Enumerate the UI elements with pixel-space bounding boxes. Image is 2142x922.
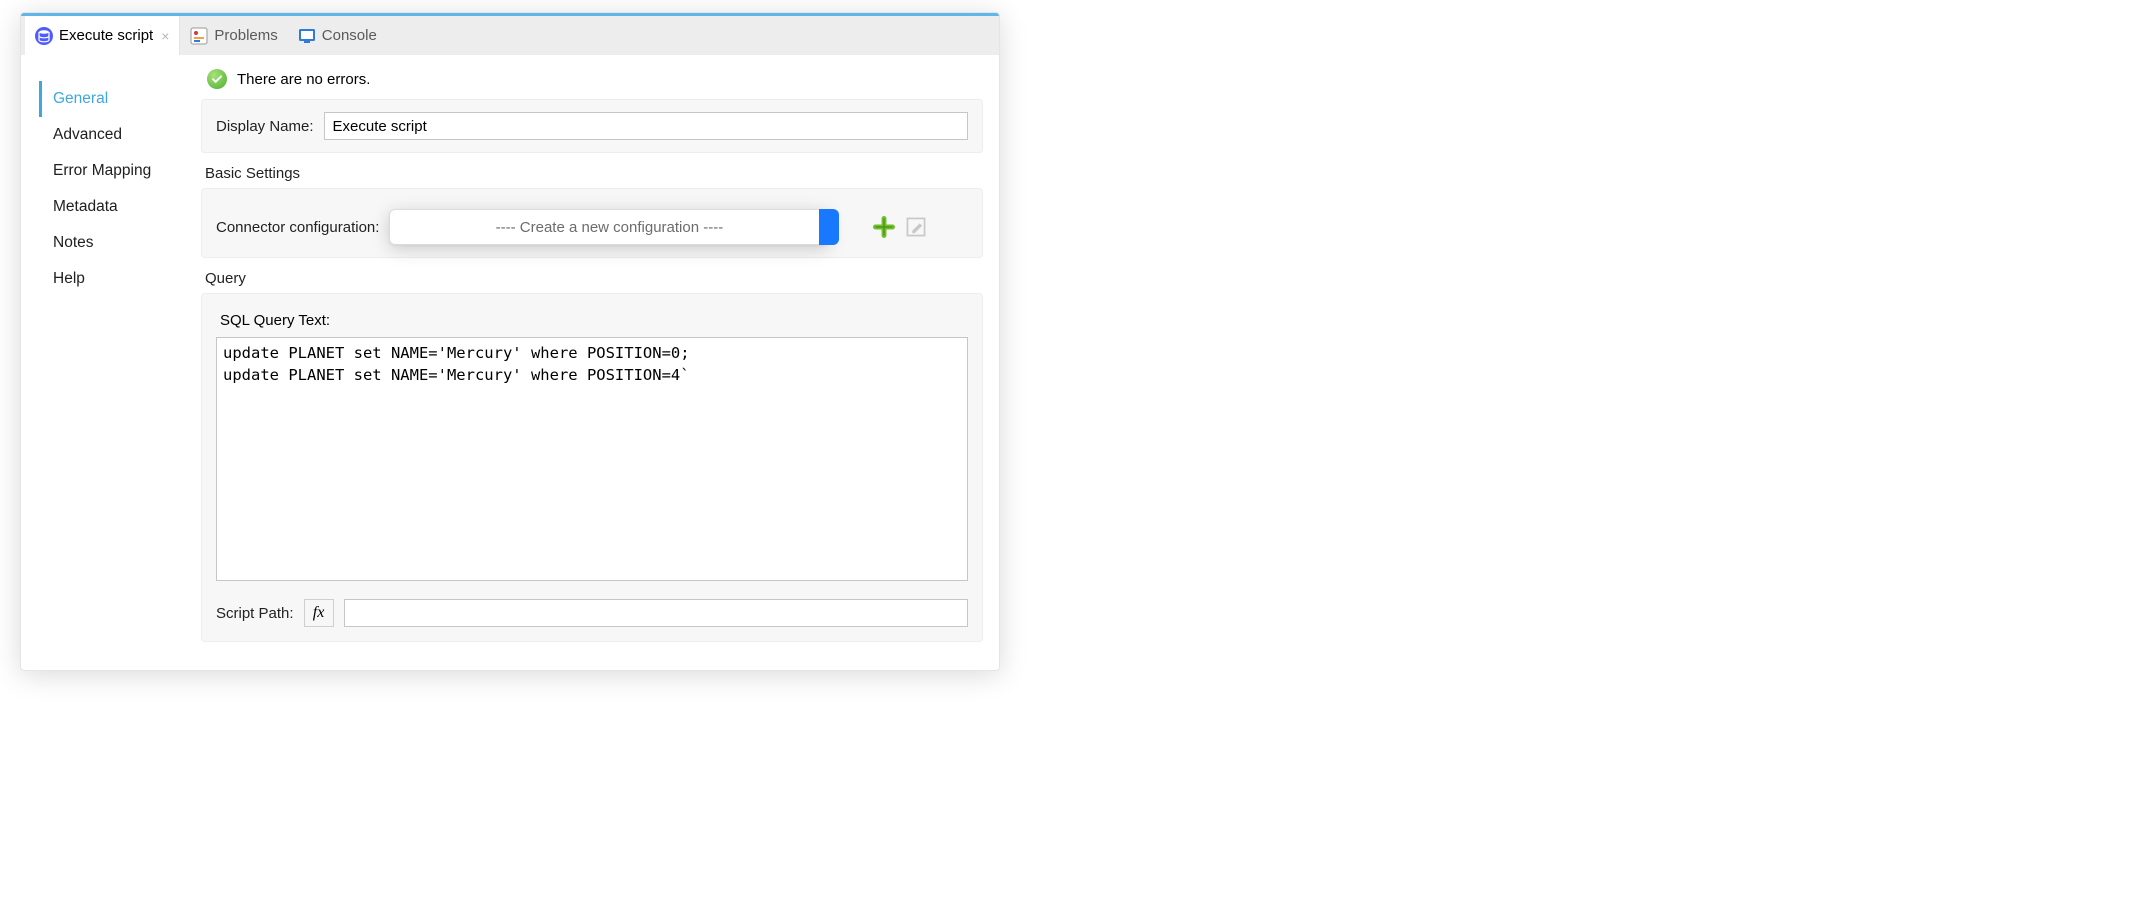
query-panel: SQL Query Text: Script Path: fx: [201, 293, 983, 642]
sidebar-item-help[interactable]: Help: [39, 261, 201, 297]
status-ok-icon: [207, 69, 227, 89]
sidebar-item-error-mapping[interactable]: Error Mapping: [39, 153, 201, 189]
fx-button[interactable]: fx: [304, 599, 334, 627]
display-name-input[interactable]: [324, 112, 968, 140]
sql-query-label: SQL Query Text:: [220, 312, 968, 329]
tab-execute-script[interactable]: Execute script ×: [25, 16, 180, 55]
sidebar-item-label: Help: [53, 270, 85, 287]
fx-label: fx: [313, 604, 325, 622]
sidebar-item-label: Notes: [53, 234, 94, 251]
basic-settings-title: Basic Settings: [205, 165, 983, 182]
tab-bar: Execute script × Problems Console: [21, 13, 999, 55]
tab-label: Execute script: [59, 27, 153, 44]
basic-settings-panel: Connector configuration: ---- Create a n…: [201, 188, 983, 258]
sidebar-item-metadata[interactable]: Metadata: [39, 189, 201, 225]
script-path-input[interactable]: [344, 599, 968, 627]
close-icon[interactable]: ×: [161, 28, 169, 44]
display-name-label: Display Name:: [216, 118, 314, 135]
connector-config-label: Connector configuration:: [216, 219, 379, 236]
problems-icon: [190, 27, 208, 45]
dropdown-placeholder: ---- Create a new configuration ----: [496, 219, 724, 236]
database-icon: [35, 27, 53, 45]
query-title: Query: [205, 270, 983, 287]
content-area: There are no errors. Display Name: Basic…: [201, 55, 999, 670]
sql-query-textarea[interactable]: [216, 337, 968, 581]
status-row: There are no errors.: [201, 69, 983, 99]
script-path-label: Script Path:: [216, 605, 294, 622]
console-icon: [298, 27, 316, 45]
sidebar-item-label: General: [53, 90, 108, 107]
sidebar-item-label: Advanced: [53, 126, 122, 143]
edit-config-button: [905, 216, 927, 238]
add-config-button[interactable]: [873, 216, 895, 238]
chevron-down-icon: [819, 209, 839, 245]
tab-console[interactable]: Console: [288, 16, 387, 55]
connector-config-dropdown[interactable]: ---- Create a new configuration ----: [389, 209, 829, 245]
body: General Advanced Error Mapping Metadata …: [21, 55, 999, 670]
sidebar: General Advanced Error Mapping Metadata …: [21, 55, 201, 670]
sidebar-item-general[interactable]: General: [39, 81, 201, 117]
status-text: There are no errors.: [237, 71, 370, 88]
sidebar-item-advanced[interactable]: Advanced: [39, 117, 201, 153]
tab-label: Problems: [214, 27, 277, 44]
sidebar-item-label: Error Mapping: [53, 162, 151, 179]
sidebar-item-label: Metadata: [53, 198, 118, 215]
display-name-panel: Display Name:: [201, 99, 983, 153]
sidebar-item-notes[interactable]: Notes: [39, 225, 201, 261]
tab-label: Console: [322, 27, 377, 44]
tab-problems[interactable]: Problems: [180, 16, 287, 55]
config-window: Execute script × Problems Console Genera…: [20, 12, 1000, 671]
